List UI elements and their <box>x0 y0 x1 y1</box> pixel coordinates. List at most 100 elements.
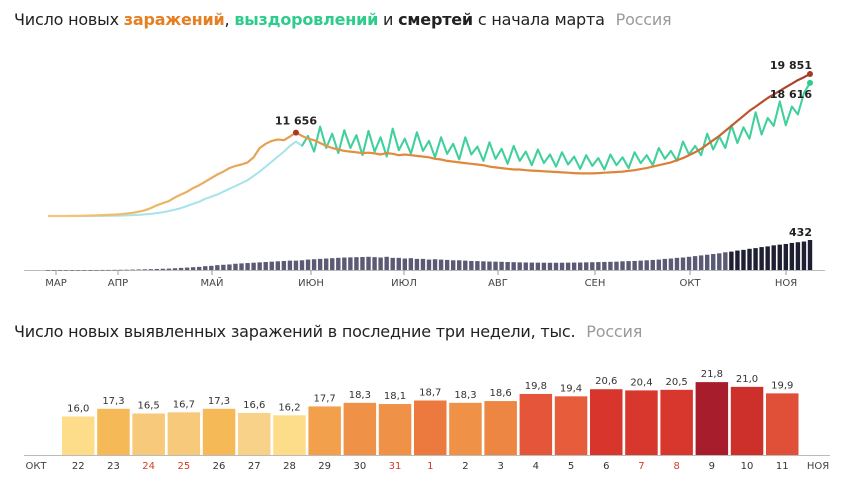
deaths-bar <box>577 262 583 270</box>
day-bar-value: 19,9 <box>771 380 793 391</box>
day-bar <box>202 408 236 455</box>
deaths-bar <box>245 263 250 270</box>
title-deaths: смертей <box>398 10 473 29</box>
deaths-bar <box>432 259 438 270</box>
deaths-bar <box>747 248 752 270</box>
deaths-bar <box>711 254 716 270</box>
deaths-bar <box>130 269 135 271</box>
deaths-bar <box>596 262 601 270</box>
deaths-bar <box>184 267 190 270</box>
deaths-bar <box>63 270 69 271</box>
deaths-bar <box>215 265 220 270</box>
day-bar <box>554 396 588 455</box>
day-bar <box>660 389 693 455</box>
deaths-bar <box>342 257 347 270</box>
deaths-bar <box>438 259 444 270</box>
deaths-bar <box>336 257 341 270</box>
chart-title-main: Число новых заражений, выздоровлений и с… <box>14 10 672 29</box>
title2-region: Россия <box>586 322 643 341</box>
deaths-bar <box>608 261 613 270</box>
deaths-bar <box>269 261 274 270</box>
day-bar-value: 21,0 <box>736 374 758 385</box>
deaths-bar <box>444 259 450 270</box>
day-bar-value: 18,3 <box>349 390 371 401</box>
deaths-bar <box>142 269 147 270</box>
deaths-bar <box>771 245 776 270</box>
deaths-bar <box>511 262 516 270</box>
deaths-bar <box>112 269 117 271</box>
day-bar <box>519 393 553 455</box>
deaths-bar <box>807 240 813 270</box>
month-tick-label: МАЙ <box>201 276 224 289</box>
month-tick-label: АПР <box>108 278 128 289</box>
day-bar-value: 18,6 <box>490 388 512 399</box>
deaths-bar <box>469 260 474 270</box>
deaths-bar <box>263 262 268 270</box>
deaths-bar <box>420 258 426 270</box>
day-label: 1 <box>427 461 433 472</box>
deaths-bar <box>753 248 758 270</box>
deaths-bar <box>160 268 166 270</box>
deaths-bar <box>100 269 105 271</box>
deaths-bar <box>190 267 196 270</box>
deaths-bar <box>457 260 462 270</box>
deaths-bar <box>493 261 498 270</box>
day-bar-value: 19,4 <box>560 383 582 394</box>
deaths-bar <box>795 242 801 270</box>
deaths-bar <box>390 257 395 270</box>
day-label: 28 <box>283 461 296 472</box>
deaths-bar <box>378 257 383 270</box>
deaths-bar <box>523 262 528 270</box>
deaths-bar <box>686 256 692 270</box>
day-label: 23 <box>107 461 120 472</box>
deaths-bar <box>680 257 686 270</box>
month-tick-label: АВГ <box>488 278 508 289</box>
month-tick-label: МАР <box>45 278 67 289</box>
day-label: 26 <box>213 461 226 472</box>
deaths-bar <box>741 249 746 270</box>
title-suffix: с начала марта <box>477 10 605 29</box>
title-and: и <box>383 10 394 29</box>
deaths-bar <box>571 262 577 270</box>
deaths-bar <box>221 264 226 270</box>
day-bar <box>590 389 623 455</box>
deaths-bar <box>414 258 420 270</box>
deaths-bar <box>366 256 371 270</box>
deaths-bar <box>106 269 111 271</box>
day-bar-value: 20,6 <box>595 376 617 387</box>
deaths-bar <box>656 259 662 270</box>
annotation-recoveries-last: 18 616 <box>770 88 812 101</box>
annotation-cases-last: 19 851 <box>770 59 812 72</box>
deaths-bar <box>487 261 492 270</box>
recoveries-line <box>301 82 811 171</box>
day-bar-value: 17,3 <box>102 396 124 407</box>
day-bar <box>62 416 95 455</box>
deaths-bar <box>287 260 293 270</box>
cases-line <box>48 73 811 218</box>
title-cases: заражений <box>123 10 225 29</box>
deaths-bar <box>801 241 807 270</box>
title-prefix: Число новых <box>14 10 119 29</box>
day-bar-value: 20,5 <box>666 377 688 388</box>
deaths-bar <box>136 269 141 270</box>
title-recoveries: выздоровлений <box>234 10 379 29</box>
day-bar <box>766 393 799 455</box>
day-bar-value: 16,2 <box>278 402 300 413</box>
deaths-bar <box>584 262 589 270</box>
month-tick-label: ИЮЛ <box>391 278 417 289</box>
deaths-bar <box>529 262 535 270</box>
month-tick-label: ОКТ <box>679 278 701 289</box>
deaths-bar <box>565 262 571 270</box>
deaths-bar <box>311 259 317 270</box>
day-label: 9 <box>709 461 715 472</box>
deaths-bar <box>614 261 619 270</box>
day-bar <box>343 402 377 455</box>
day-bar <box>308 406 341 455</box>
day-label: 11 <box>776 461 789 472</box>
month-tick-label: НОЯ <box>775 278 797 289</box>
deaths-bar <box>692 256 698 270</box>
deaths-bar <box>638 260 643 270</box>
deaths-bar <box>789 242 795 270</box>
deaths-bar <box>517 262 522 270</box>
